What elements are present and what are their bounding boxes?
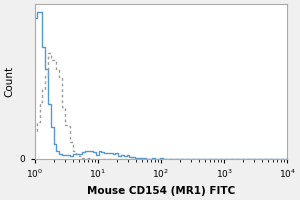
X-axis label: Mouse CD154 (MR1) FITC: Mouse CD154 (MR1) FITC [87,186,235,196]
Y-axis label: Count: Count [4,66,14,97]
